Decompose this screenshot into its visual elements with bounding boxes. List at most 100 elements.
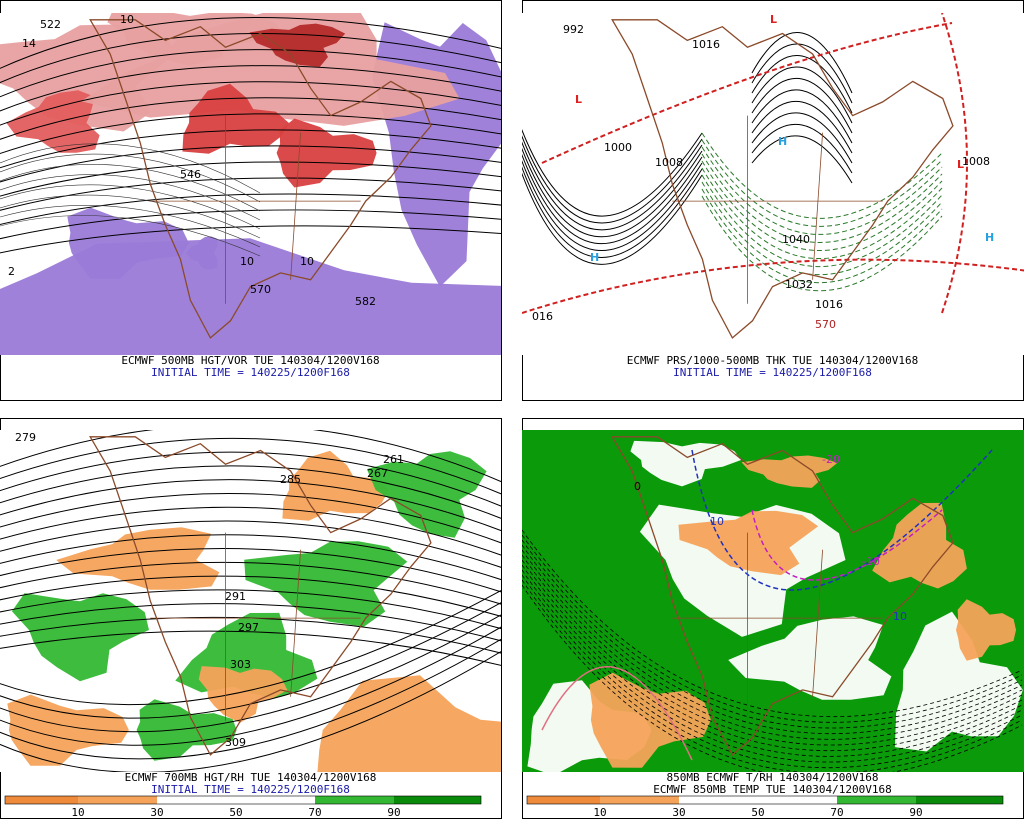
colorbar-label: 50 [229, 806, 242, 819]
contour [0, 81, 501, 126]
contour [0, 204, 261, 248]
contour [751, 89, 853, 144]
shaded-area [11, 593, 150, 682]
contour [751, 100, 853, 154]
map-label: 2 [8, 265, 15, 278]
contour [0, 145, 501, 183]
colorbar-segment [5, 796, 78, 804]
contour [751, 32, 853, 94]
shaded-area [678, 510, 819, 576]
shaded-area [728, 616, 892, 700]
map-label: 1000 [604, 141, 632, 154]
subcaption: INITIAL TIME = 140225/1200F168 [151, 366, 350, 379]
contour [0, 561, 501, 605]
contour [522, 584, 1023, 772]
contour [522, 544, 1023, 735]
caption: ECMWF 500MB HGT/VOR TUE 140304/1200V168 [121, 354, 379, 367]
contour [0, 465, 501, 519]
thickness-line [941, 13, 968, 314]
shaded-area [7, 694, 129, 766]
colorbar-segment [600, 796, 679, 804]
shaded-area [182, 83, 289, 154]
map-panel: 522 14 10 546 570 582 10 2 10 [0, 13, 501, 355]
contour [751, 43, 853, 104]
caption: ECMWF PRS/1000-500MB THK TUE 140304/1200… [627, 354, 918, 367]
contour [751, 112, 853, 164]
shaded-area [366, 451, 487, 538]
contour [0, 506, 501, 556]
map-label: 1016 [815, 298, 843, 311]
colorbar-frame [526, 795, 1004, 805]
map-label: 10 [240, 255, 254, 268]
map-label: L [770, 13, 777, 26]
contour [0, 65, 501, 112]
contour [522, 574, 1023, 769]
map-label: 285 [280, 473, 301, 486]
coastline [611, 436, 954, 756]
contour [0, 97, 501, 140]
shaded-area [185, 236, 218, 270]
contour [522, 159, 703, 251]
shaded-area [894, 611, 1023, 752]
colorbar-label: 10 [593, 806, 606, 819]
contour [0, 194, 261, 239]
map-label: 570 [250, 283, 271, 296]
shaded-area [249, 23, 346, 67]
shaded-area [741, 455, 838, 488]
colorbar-segment [916, 796, 1003, 804]
contour [0, 184, 261, 230]
contour [522, 153, 703, 245]
map-background [522, 13, 1024, 355]
contour [701, 160, 943, 252]
contour [701, 181, 943, 276]
thickness-line [522, 258, 1024, 314]
shaded-area [956, 599, 1016, 661]
colorbar-label: 90 [909, 806, 922, 819]
contour [522, 166, 703, 258]
contour [751, 77, 853, 134]
map-label: 291 [225, 590, 246, 603]
contour [0, 650, 501, 772]
contour [0, 548, 501, 593]
colorbar-segment [157, 796, 315, 804]
contour [0, 534, 501, 581]
contour [522, 549, 1023, 740]
contour [0, 626, 501, 746]
map-label: 309 [225, 736, 246, 749]
coastline [611, 19, 954, 339]
contour [522, 564, 1023, 757]
colorbar-label: 30 [672, 806, 685, 819]
shaded-area [80, 13, 460, 126]
contour [0, 177, 501, 211]
contour [0, 638, 501, 760]
shaded-area [630, 440, 742, 487]
map-label: 303 [230, 658, 251, 671]
map-label: 261 [383, 453, 404, 466]
isotherm [751, 509, 943, 581]
contour [0, 209, 501, 240]
map-label: 1008 [962, 155, 990, 168]
map-label: 297 [238, 621, 259, 634]
colorbar-frame [4, 795, 482, 805]
contour [701, 153, 943, 243]
isotherm [691, 449, 993, 591]
map-label: 10 [120, 13, 134, 26]
map-label: 14 [22, 37, 36, 50]
contour [0, 215, 261, 257]
contour [522, 579, 1023, 772]
map-label: 1040 [782, 233, 810, 246]
colorbar-label: 10 [71, 806, 84, 819]
contour [522, 539, 1023, 729]
contour [0, 630, 501, 666]
isotherm [541, 666, 693, 761]
caption: 850MB ECMWF T/RH 140304/1200V168 [667, 771, 879, 784]
map-label: 546 [180, 168, 201, 181]
shaded-area [872, 502, 967, 589]
contour [0, 33, 501, 84]
contour [0, 589, 501, 630]
contour [0, 614, 501, 733]
contour [701, 167, 943, 260]
map-label: 992 [563, 23, 584, 36]
colorbar-segment [315, 796, 394, 804]
